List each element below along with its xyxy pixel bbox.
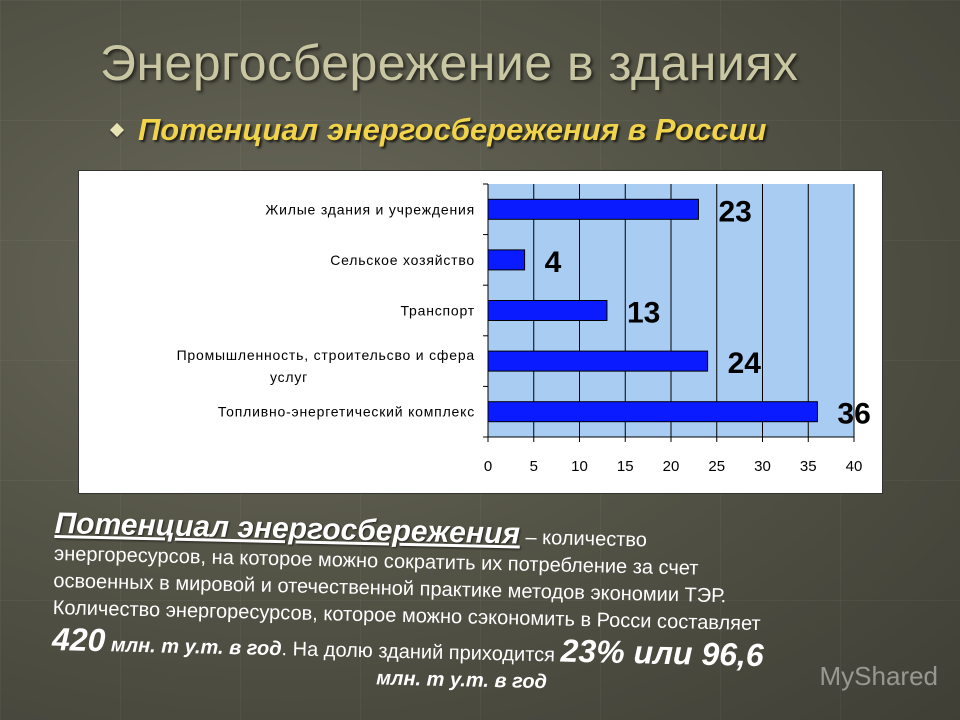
- x-tick-label: 0: [484, 458, 492, 475]
- category-label: Жилые здания и учреждения: [265, 201, 475, 217]
- definition-tail: – количество: [519, 526, 648, 552]
- category-label: Сельское хозяйство: [330, 252, 475, 268]
- x-tick-label: 15: [617, 458, 634, 475]
- data-label: 13: [627, 297, 660, 330]
- buildings-share-value: 23% или 96,6: [560, 632, 765, 674]
- subtitle-row: Потенциал энергосбережения в России: [109, 112, 767, 148]
- x-tick-label: 10: [571, 458, 588, 475]
- total-amount: 420: [51, 620, 106, 659]
- x-tick-label: 35: [800, 458, 817, 475]
- category-label: Топливно-энергетический комплекс: [218, 404, 475, 420]
- x-tick-label: 40: [846, 458, 863, 475]
- bar: [487, 350, 709, 372]
- category-label: Промышленность, строительсво и сфера: [177, 347, 475, 363]
- slide-subtitle: Потенциал энергосбережения в России: [138, 112, 767, 147]
- x-tick-label: 30: [754, 458, 771, 475]
- chart-canvas: 23 Жилые здания и учреждения 4 Сельское хоз…: [177, 183, 871, 475]
- buildings-share-text: . На долю зданий приходится: [281, 638, 561, 667]
- slide-title: Энергосбережение в зданиях: [100, 35, 799, 91]
- bar: [487, 249, 526, 271]
- bar: [487, 300, 608, 321]
- x-tick-label: 20: [663, 458, 680, 475]
- x-tick-label: 5: [530, 458, 538, 475]
- data-label: 24: [728, 347, 762, 380]
- bar: [487, 401, 818, 423]
- definition-paragraph: Потенциал энергосбережения – количество …: [51, 507, 935, 705]
- total-unit: млн. т у.т. в год: [105, 634, 282, 661]
- bar: [487, 198, 699, 220]
- data-label: 23: [718, 195, 751, 228]
- bar-chart: 23 Жилые здания и учреждения 4 Сельское хоз…: [78, 170, 883, 494]
- category-label: услуг: [270, 369, 308, 385]
- data-label: 36: [837, 398, 870, 431]
- watermark-logo: MyShared: [819, 661, 939, 691]
- diamond-bullet-icon: [109, 122, 125, 138]
- x-tick-label: 25: [708, 458, 725, 475]
- category-label: Транспорт: [400, 303, 475, 319]
- data-label: 4: [545, 246, 562, 279]
